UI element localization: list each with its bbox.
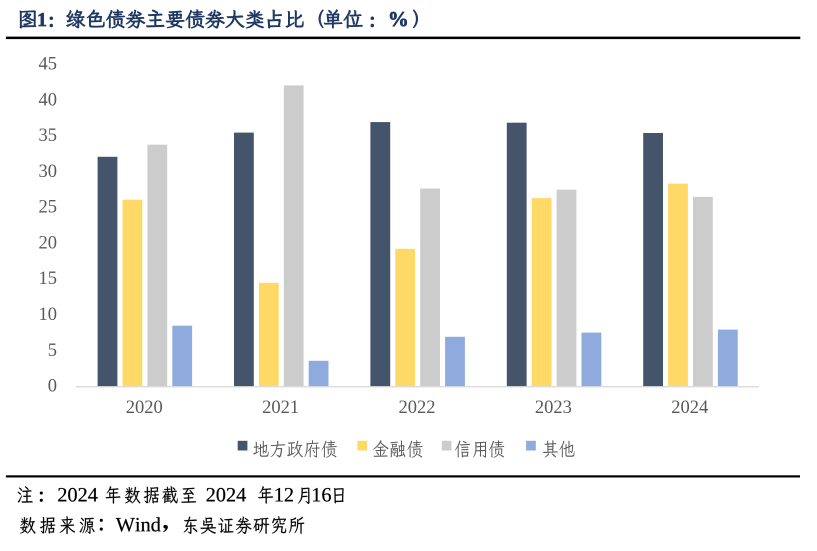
- svg-text:30: 30: [39, 162, 58, 182]
- svg-text:25: 25: [39, 198, 58, 218]
- svg-text:20: 20: [39, 233, 58, 253]
- svg-text:2020: 2020: [126, 398, 163, 418]
- svg-text:45: 45: [39, 55, 58, 75]
- svg-text:0: 0: [48, 377, 57, 397]
- svg-text:2023: 2023: [535, 398, 572, 418]
- svg-text:2024: 2024: [671, 398, 708, 418]
- svg-text:2021: 2021: [262, 398, 299, 418]
- svg-text:2022: 2022: [399, 398, 436, 418]
- svg-text:40: 40: [39, 90, 58, 110]
- svg-text:5: 5: [48, 341, 57, 361]
- svg-text:15: 15: [39, 269, 58, 289]
- svg-text:10: 10: [39, 305, 58, 325]
- svg-text:35: 35: [39, 126, 58, 146]
